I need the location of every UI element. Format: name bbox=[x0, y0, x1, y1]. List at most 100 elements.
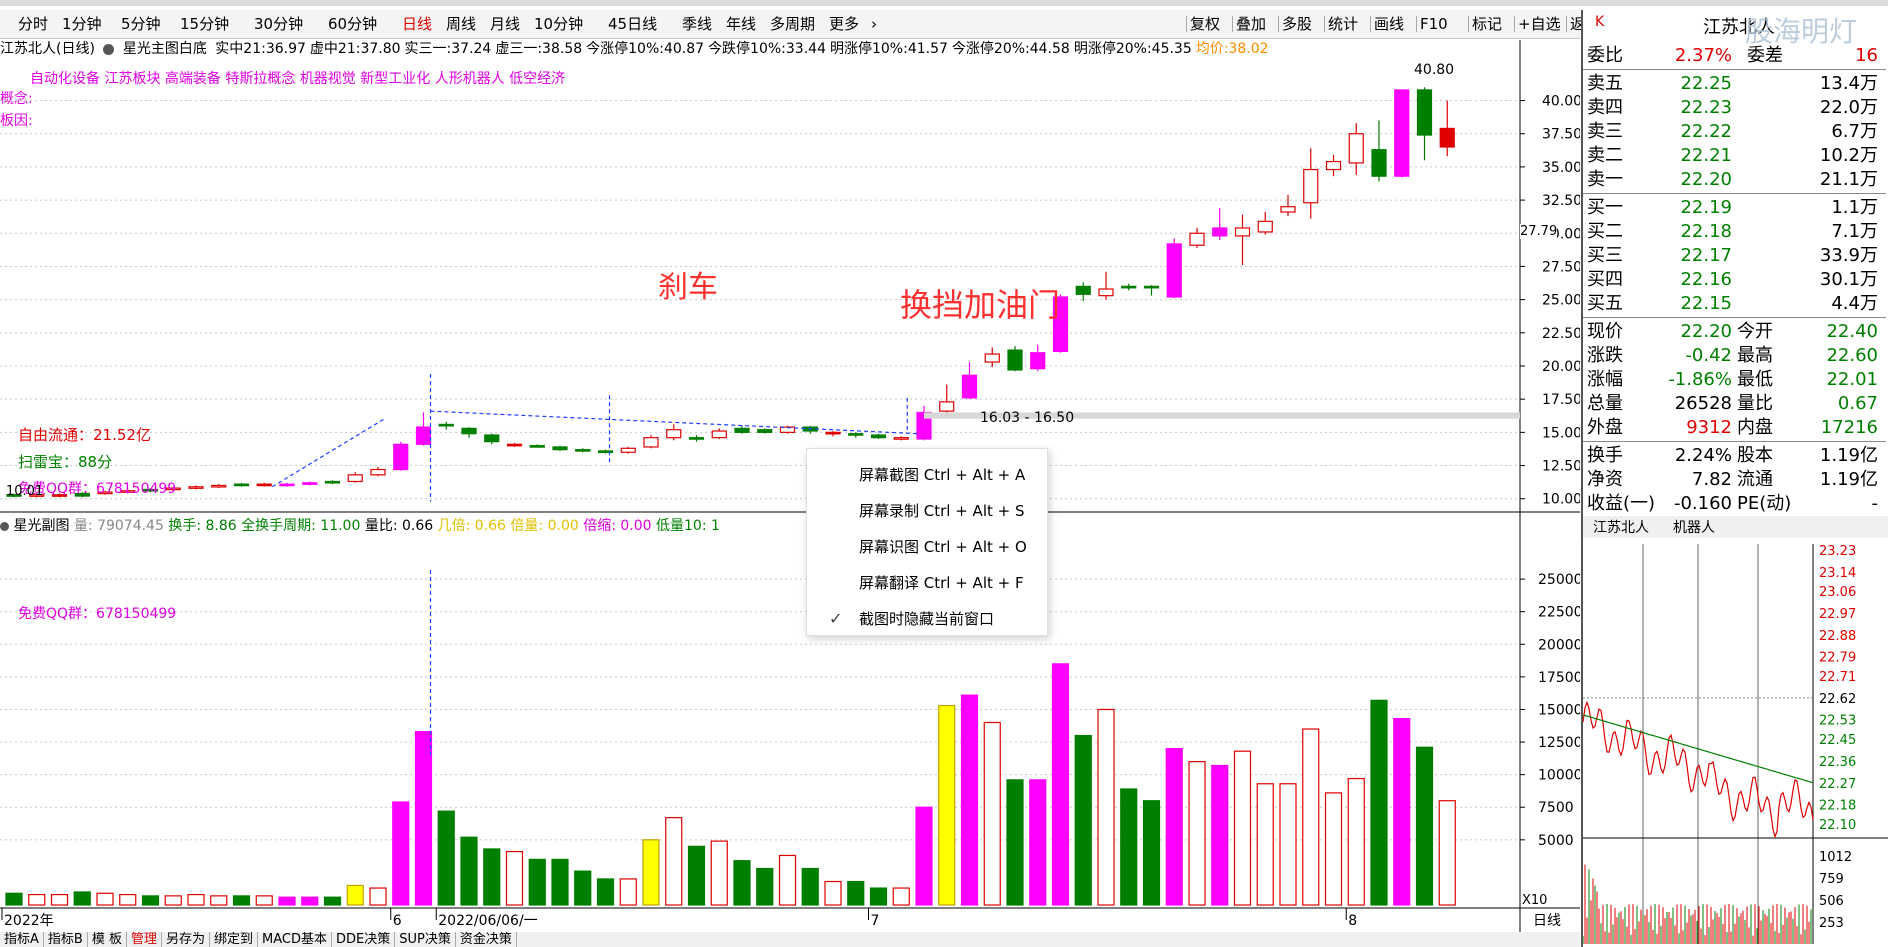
period-tab-8[interactable]: 月线 bbox=[490, 15, 521, 33]
candle[interactable] bbox=[688, 435, 705, 442]
candle[interactable] bbox=[1030, 344, 1046, 372]
candle[interactable] bbox=[1303, 148, 1319, 219]
candle[interactable] bbox=[324, 480, 341, 485]
candle[interactable] bbox=[279, 482, 295, 487]
candle[interactable] bbox=[29, 493, 45, 498]
candle[interactable] bbox=[302, 481, 318, 486]
candle[interactable] bbox=[1166, 238, 1182, 299]
candle[interactable] bbox=[1075, 282, 1091, 301]
candle[interactable] bbox=[711, 428, 727, 439]
candle[interactable] bbox=[939, 384, 955, 414]
more-arrow-icon[interactable]: › bbox=[871, 15, 877, 33]
candle[interactable] bbox=[1098, 271, 1114, 300]
stock-title[interactable]: 江苏北人(日线) bbox=[0, 41, 95, 57]
candle[interactable] bbox=[51, 493, 68, 498]
indicator-tab-9[interactable]: 资金决策 bbox=[456, 932, 517, 947]
candle[interactable] bbox=[1007, 346, 1023, 372]
indicator-icon[interactable] bbox=[103, 43, 115, 55]
context-menu-item-2[interactable]: 屏幕识图 Ctrl + Alt + O bbox=[807, 529, 1047, 565]
period-tab-12[interactable]: 年线 bbox=[726, 15, 757, 33]
context-menu-item-0[interactable]: 屏幕截图 Ctrl + Alt + A bbox=[807, 457, 1047, 493]
kline-chart[interactable]: 40.0037.5035.0032.5030.0027.5025.0022.50… bbox=[0, 40, 1580, 932]
candle[interactable] bbox=[142, 488, 159, 493]
period-tab-13[interactable]: 多周期 bbox=[770, 15, 816, 33]
candle[interactable] bbox=[597, 449, 614, 454]
candle[interactable] bbox=[643, 435, 659, 449]
candle[interactable] bbox=[347, 472, 363, 483]
candle[interactable] bbox=[825, 431, 841, 437]
candle[interactable] bbox=[1394, 89, 1410, 178]
period-tab-6[interactable]: 日线 bbox=[402, 15, 433, 33]
candle[interactable] bbox=[188, 485, 204, 490]
candle[interactable] bbox=[1325, 154, 1342, 177]
tool-button-3[interactable]: 统计 bbox=[1328, 15, 1359, 33]
candle[interactable] bbox=[848, 432, 864, 438]
candle[interactable] bbox=[1121, 283, 1137, 291]
candle[interactable] bbox=[165, 486, 181, 491]
candle[interactable] bbox=[734, 425, 750, 434]
sub-chart-icon[interactable] bbox=[0, 521, 9, 531]
candle[interactable] bbox=[233, 482, 250, 487]
candle[interactable] bbox=[1439, 100, 1455, 157]
candle[interactable] bbox=[1189, 227, 1205, 248]
candle[interactable] bbox=[1234, 214, 1251, 266]
period-tab-1[interactable]: 1分钟 bbox=[62, 15, 102, 33]
period-tab-10[interactable]: 45日线 bbox=[608, 15, 658, 33]
period-tab-5[interactable]: 60分钟 bbox=[328, 15, 378, 33]
tool-button-7[interactable]: +自选 bbox=[1518, 15, 1561, 33]
indicator-tab-7[interactable]: DDE决策 bbox=[332, 932, 396, 947]
period-tab-2[interactable]: 5分钟 bbox=[121, 15, 161, 33]
candle[interactable] bbox=[211, 484, 227, 489]
candle[interactable] bbox=[256, 482, 272, 487]
tool-button-2[interactable]: 多股 bbox=[1282, 15, 1313, 33]
candle[interactable] bbox=[74, 492, 90, 498]
candle[interactable] bbox=[1212, 208, 1228, 240]
candle[interactable] bbox=[1143, 285, 1160, 296]
candle[interactable] bbox=[6, 493, 22, 498]
candle[interactable] bbox=[757, 428, 773, 434]
indicator-tab-5[interactable]: 绑定到 bbox=[210, 932, 259, 947]
candle[interactable] bbox=[1348, 123, 1364, 175]
candle[interactable] bbox=[984, 347, 1000, 368]
candle[interactable] bbox=[438, 421, 454, 430]
period-tab-14[interactable]: 更多 bbox=[829, 15, 860, 33]
context-menu-item-4[interactable]: ✓ 截图时隐藏当前窗口 bbox=[807, 601, 1047, 637]
candle[interactable] bbox=[666, 424, 682, 441]
period-tab-4[interactable]: 30分钟 bbox=[254, 15, 304, 33]
indicator-tab-3[interactable]: 管理 bbox=[127, 932, 162, 947]
indicator-name[interactable]: 星光主图白底 bbox=[122, 41, 207, 57]
tool-button-6[interactable]: 标记 bbox=[1472, 15, 1503, 33]
tool-button-4[interactable]: 画线 bbox=[1374, 15, 1405, 33]
candle[interactable] bbox=[529, 444, 545, 448]
period-tab-3[interactable]: 15分钟 bbox=[180, 15, 230, 33]
candle[interactable] bbox=[393, 441, 409, 471]
indicator-tab-2[interactable]: 模 板 bbox=[88, 932, 127, 947]
indicator-tab-6[interactable]: MACD基本 bbox=[258, 932, 332, 947]
candle[interactable] bbox=[415, 412, 432, 446]
candle[interactable] bbox=[575, 448, 591, 453]
candle[interactable] bbox=[893, 436, 909, 441]
context-menu-item-1[interactable]: 屏幕录制 Ctrl + Alt + S bbox=[807, 493, 1047, 529]
candle[interactable] bbox=[1257, 212, 1273, 235]
candle[interactable] bbox=[916, 405, 932, 441]
mini-tab[interactable]: 江苏北人 bbox=[1593, 520, 1649, 536]
tool-button-0[interactable]: 复权 bbox=[1190, 15, 1221, 33]
candle[interactable] bbox=[1280, 194, 1296, 217]
indicator-tab-0[interactable]: 指标A bbox=[0, 932, 44, 947]
sub-chart-title[interactable]: 星光副图 bbox=[13, 518, 70, 534]
candle[interactable] bbox=[961, 362, 978, 400]
candle[interactable] bbox=[370, 466, 386, 477]
indicator-tab-8[interactable]: SUP决策 bbox=[395, 932, 456, 947]
candle[interactable] bbox=[97, 490, 113, 495]
period-tab-11[interactable]: 季线 bbox=[682, 15, 713, 33]
indicator-tab-1[interactable]: 指标B bbox=[44, 932, 88, 947]
candle[interactable] bbox=[870, 433, 887, 439]
candle[interactable] bbox=[506, 442, 523, 447]
mini-tab[interactable]: 机器人 bbox=[1673, 520, 1715, 536]
tool-button-5[interactable]: F10 bbox=[1420, 15, 1448, 33]
period-tab-9[interactable]: 10分钟 bbox=[534, 15, 584, 33]
candle[interactable] bbox=[120, 489, 136, 494]
context-menu-item-3[interactable]: 屏幕翻译 Ctrl + Alt + F bbox=[807, 565, 1047, 601]
candle[interactable] bbox=[1416, 87, 1433, 161]
intraday-mini-chart[interactable]: 江苏北人 机器人 23.23 23.14 23.06 22.97 22.88 22.79 22.… bbox=[1583, 516, 1888, 947]
